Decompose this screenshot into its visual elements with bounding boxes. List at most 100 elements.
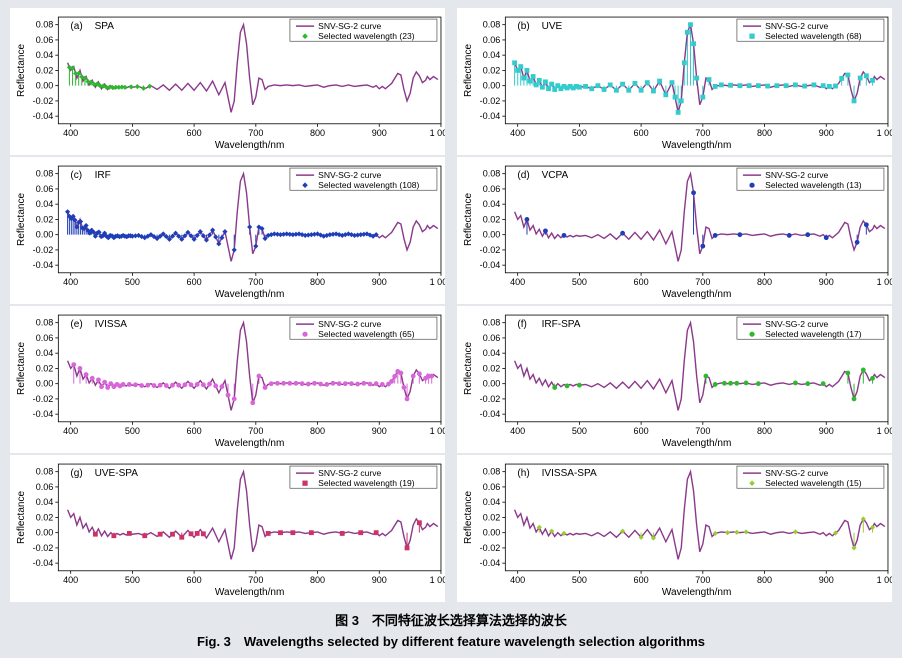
markers xyxy=(553,368,875,401)
xtick-label: 1 000 xyxy=(430,426,445,436)
legend-selected-label: Selected wavelength (15) xyxy=(765,478,862,488)
ytick-label: -0.04 xyxy=(33,558,54,568)
panel-method: UVE xyxy=(542,21,563,32)
panel-method: UVE-SPA xyxy=(95,468,139,479)
xtick-label: 600 xyxy=(634,128,649,138)
ytick-label: 0.00 xyxy=(483,528,501,538)
xtick-label: 400 xyxy=(510,277,525,287)
panel-method: IVISSA-SPA xyxy=(542,468,597,479)
xtick-label: 800 xyxy=(757,128,772,138)
ytick-label: 0.00 xyxy=(483,81,501,91)
ytick-label: -0.04 xyxy=(480,558,501,568)
ytick-label: 0.08 xyxy=(483,20,501,30)
ytick-label: 0.02 xyxy=(36,512,54,522)
ytick-label: -0.04 xyxy=(33,260,54,270)
xtick-label: 500 xyxy=(125,128,140,138)
xtick-label: 1 000 xyxy=(877,426,892,436)
caption-zh: 图 3 不同特征波长选择算法选择的波长 xyxy=(10,610,892,629)
panel-d-chart: 4005006007008009001 000-0.04-0.020.000.0… xyxy=(457,157,892,304)
xtick-label: 400 xyxy=(63,128,78,138)
xtick-label: 800 xyxy=(310,426,325,436)
xtick-label: 1 000 xyxy=(877,575,892,585)
legend-curve-label: SNV-SG-2 curve xyxy=(318,319,381,329)
xtick-label: 800 xyxy=(310,575,325,585)
legend-selected-label: Selected wavelength (17) xyxy=(765,329,862,339)
ytick-label: 0.08 xyxy=(36,20,54,30)
panel-h-chart: 4005006007008009001 000-0.04-0.020.000.0… xyxy=(457,455,892,602)
x-axis-label: Wavelength/nm xyxy=(662,587,731,598)
legend-curve-label: SNV-SG-2 curve xyxy=(765,21,828,31)
y-axis-label: Reflectance xyxy=(16,192,27,245)
xtick-label: 600 xyxy=(634,277,649,287)
xtick-label: 800 xyxy=(757,277,772,287)
x-axis-label: Wavelength/nm xyxy=(662,140,731,151)
x-axis-label: Wavelength/nm xyxy=(215,140,284,151)
ytick-label: 0.02 xyxy=(483,65,501,75)
xtick-label: 600 xyxy=(187,277,202,287)
xtick-label: 900 xyxy=(819,277,834,287)
panel-method: IVISSA xyxy=(95,319,128,330)
xtick-label: 600 xyxy=(187,128,202,138)
ytick-label: 0.06 xyxy=(36,35,54,45)
stems xyxy=(68,212,377,250)
panel-a-chart: 4005006007008009001 000-0.04-0.020.000.0… xyxy=(10,8,445,155)
panel-letter: (g) xyxy=(70,468,82,479)
panel-e-chart: 4005006007008009001 000-0.04-0.020.000.0… xyxy=(10,306,445,453)
xtick-label: 1 000 xyxy=(430,128,445,138)
legend-selected-label: Selected wavelength (13) xyxy=(765,180,862,190)
panel-b-chart: 4005006007008009001 000-0.04-0.020.000.0… xyxy=(457,8,892,155)
y-axis-label: Reflectance xyxy=(16,490,27,543)
xtick-label: 700 xyxy=(695,575,710,585)
panel-d: 4005006007008009001 000-0.04-0.020.000.0… xyxy=(457,157,892,304)
xtick-label: 900 xyxy=(819,575,834,585)
ytick-label: 0.08 xyxy=(36,169,54,179)
legend-curve-label: SNV-SG-2 curve xyxy=(318,468,381,478)
ytick-label: 0.00 xyxy=(483,379,501,389)
legend-selected-label: Selected wavelength (19) xyxy=(318,478,415,488)
legend-curve-label: SNV-SG-2 curve xyxy=(318,21,381,31)
ytick-label: 0.02 xyxy=(483,512,501,522)
xtick-label: 500 xyxy=(125,575,140,585)
panel-method: SPA xyxy=(95,21,115,32)
panel-letter: (f) xyxy=(517,319,526,330)
xtick-label: 400 xyxy=(510,575,525,585)
ytick-label: 0.04 xyxy=(36,497,54,507)
legend-curve-label: SNV-SG-2 curve xyxy=(765,170,828,180)
xtick-label: 1 000 xyxy=(877,277,892,287)
panel-c: 4005006007008009001 000-0.04-0.020.000.0… xyxy=(10,157,445,304)
y-axis-label: Reflectance xyxy=(463,192,474,245)
ytick-label: -0.02 xyxy=(480,245,501,255)
x-axis-label: Wavelength/nm xyxy=(662,438,731,449)
ytick-label: 0.02 xyxy=(36,214,54,224)
xtick-label: 600 xyxy=(187,575,202,585)
panel-h: 4005006007008009001 000-0.04-0.020.000.0… xyxy=(457,455,892,602)
ytick-label: 0.04 xyxy=(36,199,54,209)
legend-selected-label: Selected wavelength (23) xyxy=(318,31,415,41)
panel-letter: (a) xyxy=(70,21,82,32)
xtick-label: 700 xyxy=(695,277,710,287)
legend-curve-label: SNV-SG-2 curve xyxy=(765,319,828,329)
y-axis-label: Reflectance xyxy=(463,490,474,543)
xtick-label: 500 xyxy=(572,575,587,585)
xtick-label: 500 xyxy=(572,128,587,138)
x-axis-label: Wavelength/nm xyxy=(662,289,731,300)
y-axis-label: Reflectance xyxy=(16,43,27,96)
ytick-label: 0.06 xyxy=(36,482,54,492)
xtick-label: 600 xyxy=(634,575,649,585)
x-axis-label: Wavelength/nm xyxy=(215,438,284,449)
xtick-label: 900 xyxy=(819,128,834,138)
xtick-label: 400 xyxy=(510,426,525,436)
panel-c-chart: 4005006007008009001 000-0.04-0.020.000.0… xyxy=(10,157,445,304)
markers xyxy=(66,210,379,252)
xtick-label: 400 xyxy=(63,277,78,287)
panel-method: IRF-SPA xyxy=(542,319,581,330)
panel-f-chart: 4005006007008009001 000-0.04-0.020.000.0… xyxy=(457,306,892,453)
ytick-label: -0.02 xyxy=(33,394,54,404)
ytick-label: -0.04 xyxy=(480,409,501,419)
xtick-label: 500 xyxy=(125,277,140,287)
ytick-label: 0.08 xyxy=(483,467,501,477)
xtick-label: 600 xyxy=(634,426,649,436)
xtick-label: 800 xyxy=(310,277,325,287)
panel-a: 4005006007008009001 000-0.04-0.020.000.0… xyxy=(10,8,445,155)
ytick-label: 0.08 xyxy=(36,318,54,328)
